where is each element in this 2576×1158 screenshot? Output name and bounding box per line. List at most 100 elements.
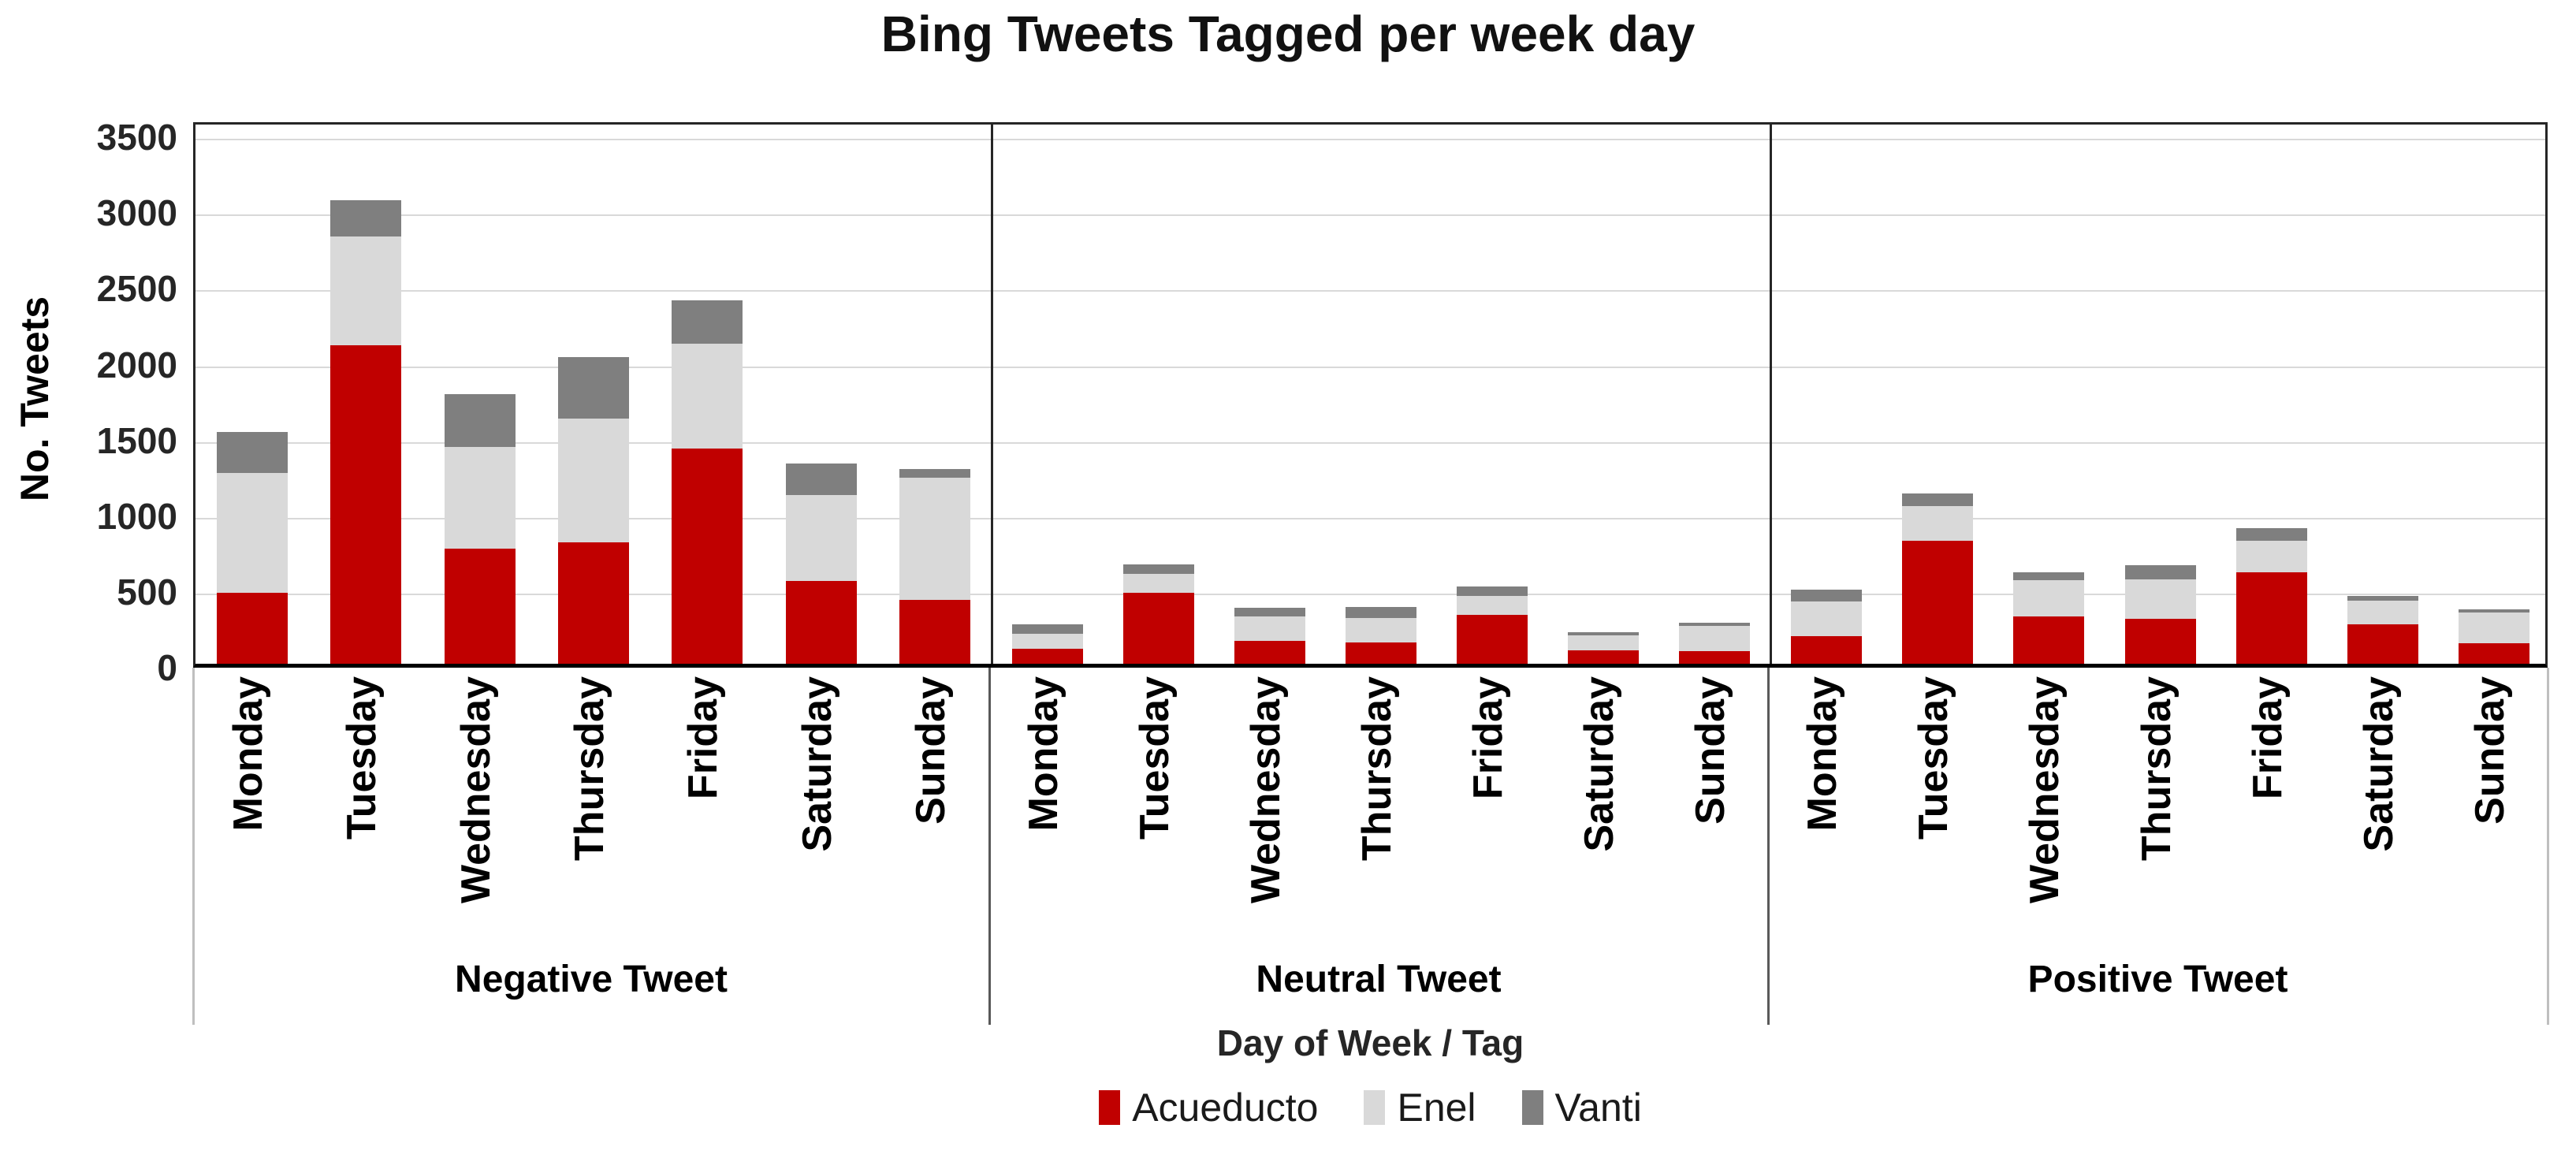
bar-segment-vanti [1346, 606, 1416, 619]
bar-segment-acueducto [2459, 643, 2530, 664]
y-tick-label: 2500 [96, 268, 177, 310]
bar-segment-acueducto [785, 581, 857, 664]
legend-label: Acueducto [1132, 1085, 1319, 1130]
bar-segment-enel [444, 447, 516, 549]
bar-segment-enel [2235, 541, 2307, 572]
bar-segment-acueducto [672, 449, 743, 664]
panel-divider [1770, 125, 1772, 664]
stacked-bar [1679, 623, 1751, 664]
bar-segment-vanti [558, 356, 629, 419]
bar-segment-acueducto [2235, 572, 2307, 664]
gridline [195, 441, 2545, 444]
bar-segment-enel [1011, 633, 1083, 649]
bar-segment-acueducto [444, 548, 516, 664]
x-tick-label: Saturday [794, 676, 840, 852]
stacked-bar [785, 464, 857, 664]
stacked-bar [1122, 564, 1194, 664]
category-band-separator [192, 668, 195, 1025]
stacked-bar [217, 431, 288, 664]
category-band-separator [1767, 668, 1770, 1025]
x-tick-label: Saturday [2356, 676, 2403, 852]
bar-segment-vanti [1234, 607, 1305, 617]
bar-segment-enel [1457, 595, 1528, 615]
plot-area [193, 122, 2548, 668]
y-tick-label: 3500 [96, 117, 177, 158]
x-tick-label: Wednesday [452, 676, 499, 904]
bar-segment-acueducto [2347, 624, 2419, 664]
bar-segment-enel [330, 236, 402, 346]
stacked-bar [1346, 606, 1416, 664]
bar-segment-acueducto [2013, 616, 2085, 664]
y-tick-label: 2000 [96, 344, 177, 385]
y-tick-label: 0 [157, 647, 177, 688]
stacked-bar [2459, 609, 2530, 664]
bar-segment-acueducto [899, 600, 970, 664]
x-tick-label: Sunday [1688, 676, 1734, 825]
bar-segment-enel [1901, 506, 1973, 542]
bar-segment-vanti [899, 469, 970, 478]
x-tick-label: Friday [680, 676, 727, 800]
bar-segment-acueducto [330, 345, 402, 664]
bar-segment-vanti [1011, 624, 1083, 634]
stacked-bar [558, 356, 629, 664]
x-tick-label: Sunday [2467, 676, 2514, 825]
bar-segment-enel [1234, 616, 1305, 642]
bar-segment-vanti [2347, 595, 2419, 601]
legend-label: Vanti [1554, 1085, 1642, 1130]
x-tick-label: Sunday [907, 676, 954, 825]
bar-segment-enel [899, 477, 970, 601]
stacked-bar [2235, 528, 2307, 664]
stacked-bar [444, 393, 516, 664]
category-band-separator [988, 668, 991, 1025]
bar-segment-vanti [1457, 586, 1528, 596]
stacked-bar [1011, 624, 1083, 664]
x-tick-label: Monday [225, 676, 272, 832]
bar-segment-enel [1346, 618, 1416, 643]
bar-segment-acueducto [1234, 641, 1305, 664]
bar-segment-vanti [2013, 572, 2085, 581]
y-tick-label: 1000 [96, 495, 177, 537]
y-tick-label: 1500 [96, 419, 177, 461]
bar-segment-acueducto [1790, 636, 1862, 664]
bar-segment-enel [2124, 579, 2196, 620]
x-tick-label: Thursday [1354, 676, 1400, 862]
bar-segment-vanti [217, 431, 288, 473]
bar-segment-enel [217, 472, 288, 593]
bar-segment-vanti [330, 199, 402, 236]
bar-segment-vanti [1568, 631, 1640, 636]
bar-segment-vanti [444, 393, 516, 448]
bar-segment-vanti [1790, 589, 1862, 602]
bar-segment-acueducto [1568, 650, 1640, 664]
bar-segment-enel [672, 344, 743, 449]
bar-segment-enel [1568, 635, 1640, 650]
bar-segment-enel [1790, 601, 1862, 637]
category-band-separator [2547, 668, 2549, 1025]
bar-segment-enel [558, 418, 629, 543]
x-tick-label: Thursday [2133, 676, 2180, 862]
bar-segment-acueducto [1457, 614, 1528, 664]
legend-swatch [1364, 1090, 1386, 1125]
stacked-bar [2124, 565, 2196, 664]
stacked-bar [672, 300, 743, 664]
bar-segment-acueducto [1901, 541, 1973, 664]
x-tick-label: Wednesday [2022, 676, 2068, 904]
legend: Acueducto Enel Vanti [193, 1085, 2548, 1130]
legend-item: Vanti [1521, 1085, 1642, 1130]
x-tick-label: Friday [2244, 676, 2291, 800]
gridline [195, 517, 2545, 519]
legend-swatch [1521, 1090, 1543, 1125]
bar-segment-acueducto [1679, 650, 1751, 664]
bar-segment-acueducto [2124, 619, 2196, 664]
x-tick-label: Tuesday [1910, 676, 1956, 840]
x-tick-label: Tuesday [1131, 676, 1178, 840]
bar-segment-acueducto [558, 542, 629, 664]
x-tick-label: Monday [1020, 676, 1067, 832]
y-tick-label: 500 [117, 571, 177, 613]
bar-segment-vanti [2124, 565, 2196, 580]
stacked-bar [2347, 595, 2419, 664]
bar-segment-acueducto [1346, 642, 1416, 664]
bar-segment-vanti [1679, 623, 1751, 627]
gridline [195, 290, 2545, 292]
bar-segment-acueducto [1011, 648, 1083, 664]
